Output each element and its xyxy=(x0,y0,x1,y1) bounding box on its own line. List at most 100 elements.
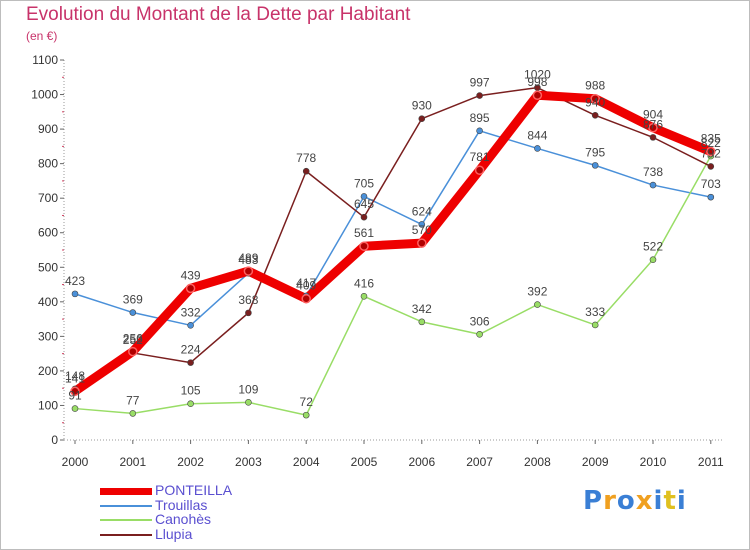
data-label: 368 xyxy=(238,293,258,307)
data-point xyxy=(302,167,310,175)
legend-item-trouillas: Trouillas xyxy=(100,496,300,513)
x-tick-label: 2010 xyxy=(640,455,667,469)
data-label: 392 xyxy=(527,285,547,299)
data-point xyxy=(648,122,658,133)
data-label: 895 xyxy=(470,111,490,125)
data-point xyxy=(418,221,426,228)
legend-label: Canohès xyxy=(155,511,212,527)
data-label: 738 xyxy=(643,165,663,179)
x-tick-label: 2008 xyxy=(524,455,551,469)
data-label: 835 xyxy=(701,132,721,146)
data-label: 778 xyxy=(296,151,316,165)
data-label: 91 xyxy=(68,389,82,403)
y-tick-label: 800 xyxy=(38,157,58,171)
data-label: 342 xyxy=(412,302,432,316)
data-point xyxy=(417,238,427,248)
data-point xyxy=(245,309,252,317)
y-tick-label: 400 xyxy=(38,295,58,309)
data-point xyxy=(243,266,254,276)
logo-letter: o xyxy=(616,486,636,516)
y-tick-label: 1000 xyxy=(31,88,58,102)
data-point xyxy=(534,301,541,308)
logo-letter: i xyxy=(676,486,687,516)
data-label: 624 xyxy=(412,204,432,218)
data-label: 570 xyxy=(412,223,432,237)
data-point xyxy=(71,405,79,412)
legend-swatch xyxy=(100,487,152,495)
data-point xyxy=(70,386,80,397)
data-label: 141 xyxy=(65,371,85,385)
y-tick-label: 0 xyxy=(51,433,58,447)
data-label: 781 xyxy=(470,150,490,164)
logo-letter: P xyxy=(583,486,604,516)
data-label: 940 xyxy=(585,95,605,109)
data-label: 423 xyxy=(65,274,85,288)
data-point xyxy=(360,292,368,300)
data-label: 369 xyxy=(123,293,143,307)
data-label: 72 xyxy=(300,395,314,409)
data-label: 561 xyxy=(354,226,374,240)
data-point xyxy=(591,321,599,329)
data-label: 997 xyxy=(470,76,490,90)
data-label: 792 xyxy=(701,146,721,160)
data-point xyxy=(187,322,194,329)
data-point xyxy=(129,309,137,316)
data-point xyxy=(707,163,715,170)
y-tick-label: 600 xyxy=(38,226,58,240)
data-label: 109 xyxy=(238,382,258,396)
data-label: 306 xyxy=(470,314,490,328)
series-line-trouillas xyxy=(74,130,712,327)
data-label: 822 xyxy=(701,136,721,150)
legend-item-ponteilla: PONTEILLA xyxy=(100,482,300,498)
data-point xyxy=(185,283,196,294)
legend-label: Trouillas xyxy=(155,496,208,513)
logo-letter: r xyxy=(603,486,617,516)
data-point xyxy=(476,92,483,99)
data-label: 417 xyxy=(296,276,316,290)
unit-label: (en €) xyxy=(26,29,58,43)
data-point xyxy=(590,93,600,104)
y-tick-label: 500 xyxy=(38,260,58,274)
x-tick-label: 2004 xyxy=(293,455,320,469)
logo-letter: i xyxy=(653,486,664,516)
data-label: 705 xyxy=(354,176,374,190)
data-label: 224 xyxy=(181,343,201,357)
data-label: 256 xyxy=(123,332,143,346)
data-label: 483 xyxy=(238,253,258,267)
data-point xyxy=(706,146,716,157)
data-point xyxy=(359,241,369,251)
data-point xyxy=(187,359,194,366)
data-point xyxy=(360,213,368,221)
data-point xyxy=(591,111,599,119)
data-label: 988 xyxy=(585,79,605,93)
data-label: 416 xyxy=(354,276,374,290)
x-tick-label: 2000 xyxy=(62,455,89,469)
data-label: 703 xyxy=(701,177,721,191)
logo-letter: t xyxy=(663,486,677,516)
data-point xyxy=(649,256,657,263)
data-label: 645 xyxy=(354,197,374,211)
data-point xyxy=(301,293,311,304)
data-point xyxy=(591,162,599,169)
data-point xyxy=(187,400,194,408)
data-label: 332 xyxy=(181,305,201,319)
y-tick-label: 900 xyxy=(38,122,58,136)
data-point xyxy=(71,290,79,298)
data-label: 844 xyxy=(527,128,547,142)
y-tick-label: 700 xyxy=(38,191,58,205)
data-point xyxy=(476,330,483,338)
data-label: 439 xyxy=(181,268,201,282)
data-label: 1020 xyxy=(524,68,551,82)
y-tick-label: 300 xyxy=(38,329,58,343)
data-label: 904 xyxy=(643,108,663,122)
x-tick-label: 2002 xyxy=(177,455,204,469)
legend-swatch xyxy=(100,519,152,521)
x-tick-label: 2011 xyxy=(698,455,724,469)
legend-item-canohès: Canohès xyxy=(100,511,300,527)
data-label: 930 xyxy=(412,99,432,113)
chart-title: Evolution du Montant de la Dette par Hab… xyxy=(26,4,411,25)
series-line-ponteilla xyxy=(70,90,716,396)
series-line-llupia xyxy=(74,86,712,390)
